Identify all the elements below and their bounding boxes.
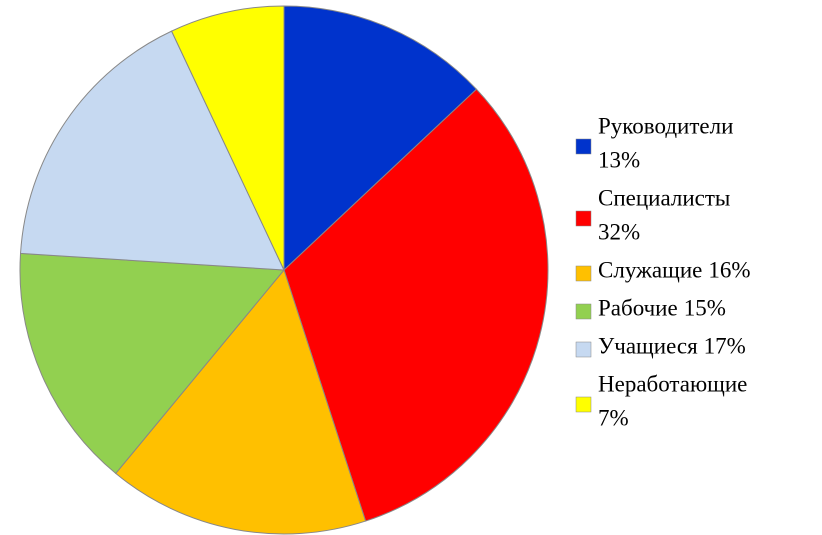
legend-label: Учащиеся xyxy=(598,333,698,358)
pie-slice xyxy=(283,5,478,272)
legend-label: Специалисты xyxy=(598,185,730,210)
legend-swatch xyxy=(575,210,592,227)
legend-label: Служащие xyxy=(598,257,702,282)
legend-swatch xyxy=(575,303,592,320)
pie-slice xyxy=(19,252,286,475)
pie-slice xyxy=(19,30,285,271)
legend-swatch xyxy=(575,396,592,413)
pie-slice xyxy=(170,5,285,271)
pie-slice xyxy=(283,88,549,522)
legend-swatch xyxy=(575,265,592,282)
legend-label: Неработающие xyxy=(598,371,747,396)
legend-value: 32% xyxy=(598,219,640,244)
legend-swatch xyxy=(575,341,592,358)
legend-swatch xyxy=(575,138,592,155)
legend-label: Руководители xyxy=(598,113,733,138)
legend-value: 15% xyxy=(684,295,726,320)
legend-value: 17% xyxy=(704,333,746,358)
legend-label: Рабочие xyxy=(598,295,678,320)
legend-value: 13% xyxy=(598,147,640,172)
legend-value: 7% xyxy=(598,405,629,430)
pie-slice xyxy=(115,268,367,535)
legend-value: 16% xyxy=(708,257,750,282)
